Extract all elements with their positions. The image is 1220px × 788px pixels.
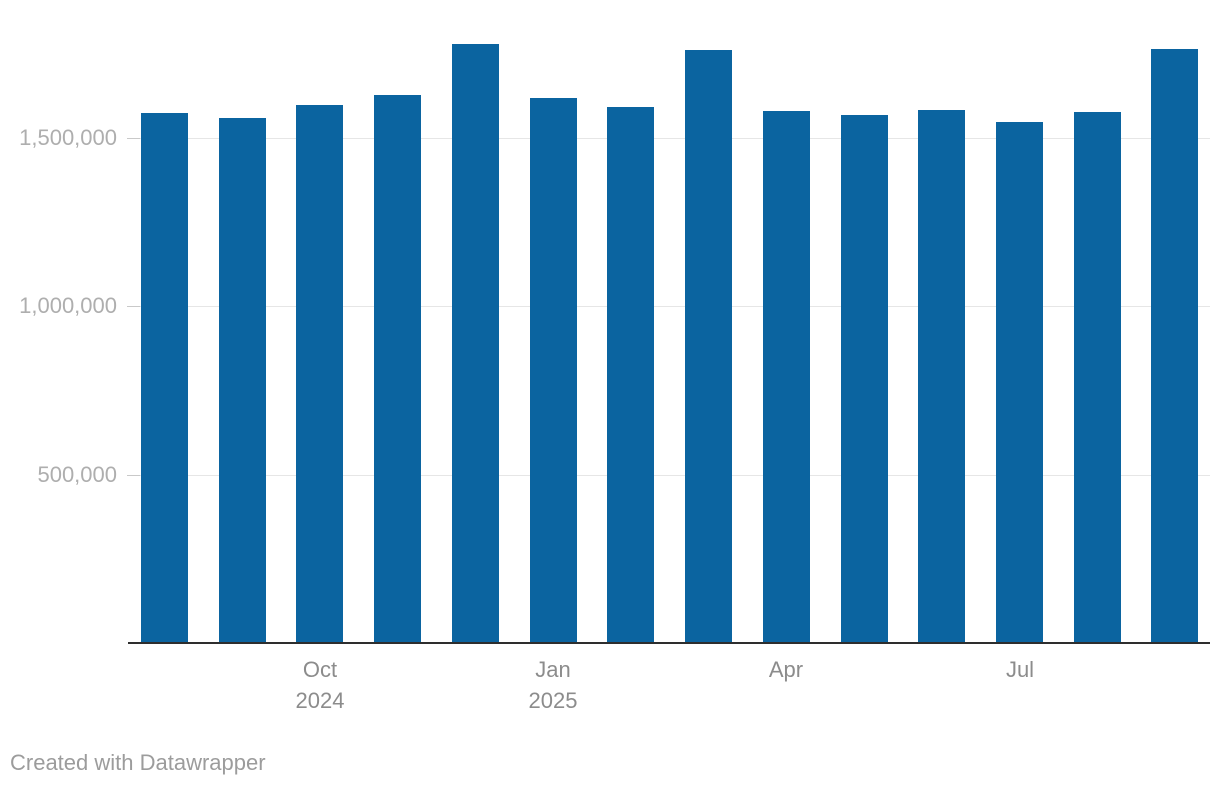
x-tick-label-line: Apr (768, 657, 804, 682)
y-tick-label-500000: 500,000 (37, 462, 117, 487)
bar-jan-2025[interactable] (530, 98, 577, 643)
x-axis-line (128, 642, 1210, 644)
bar-mar-2025[interactable] (685, 50, 732, 643)
x-tick-label-jul: Jul (1006, 654, 1034, 685)
y-tick-mark (127, 138, 140, 139)
bar-oct-2024[interactable] (296, 105, 343, 643)
y-tick-label-1500000: 1,500,000 (19, 125, 117, 150)
bar-aug-2025[interactable] (1074, 112, 1121, 643)
x-tick-label-line: Oct (302, 657, 338, 682)
x-tick-label-line: 2025 (528, 688, 578, 713)
x-tick-label-jan-2025: Jan 2025 (529, 654, 578, 716)
bar-nov-2024[interactable] (374, 95, 421, 643)
x-tick-label-line: Jan (535, 657, 571, 682)
y-tick-label-1000000: 1,000,000 (19, 293, 117, 318)
x-tick-label-line: 2024 (295, 688, 345, 713)
x-tick-label-oct-2024: Oct 2024 (296, 654, 345, 716)
bar-apr-2025[interactable] (763, 111, 810, 643)
bar-jul-2025[interactable] (996, 122, 1043, 643)
gridline-1500000 (140, 138, 1210, 139)
y-tick-mark (127, 306, 140, 307)
y-tick-mark (127, 475, 140, 476)
datawrapper-attribution[interactable]: Created with Datawrapper (10, 750, 266, 775)
x-tick-label-apr: Apr (769, 654, 803, 685)
bar-feb-2025[interactable] (607, 107, 654, 643)
bar-jun-2025[interactable] (918, 110, 965, 643)
bar-dec-2024[interactable] (452, 44, 499, 643)
bar-aug-2024[interactable] (141, 113, 188, 643)
bar-may-2025[interactable] (841, 115, 888, 643)
bar-sep-2024[interactable] (219, 118, 266, 643)
gridline-1000000 (140, 306, 1210, 307)
gridline-500000 (140, 475, 1210, 476)
x-tick-label-line: Jul (1005, 657, 1035, 682)
bar-sep-2025[interactable] (1151, 49, 1198, 643)
